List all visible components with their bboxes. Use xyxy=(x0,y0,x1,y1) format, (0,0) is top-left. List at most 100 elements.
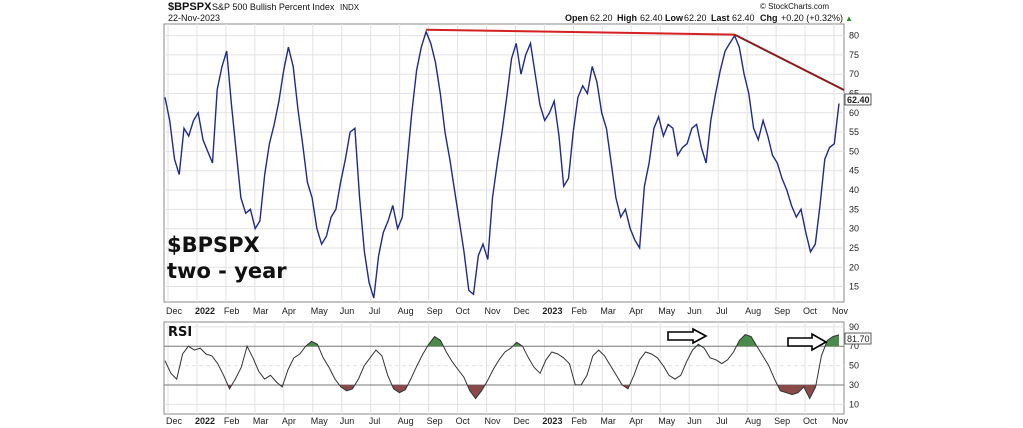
high-value: 62.40 xyxy=(640,13,663,23)
price-x-tick-label: Mar xyxy=(600,306,616,316)
price-x-tick-label: Aug xyxy=(745,306,761,316)
price-y-tick-label: 55 xyxy=(849,127,859,137)
date-label: 22-Nov-2023 xyxy=(168,13,220,23)
price-x-tick-label: Oct xyxy=(803,306,818,316)
annotation-timeframe: two - year xyxy=(167,259,287,283)
rsi-x-tick-label: Sep xyxy=(774,416,790,426)
price-y-tick-label: 80 xyxy=(849,31,859,41)
rsi-y-tick-label: 10 xyxy=(849,399,859,409)
symbol-title: $BPSPX xyxy=(168,1,212,13)
price-x-tick-label: Jun xyxy=(340,306,355,316)
rsi-last-tag-box xyxy=(844,332,872,345)
resistance-trendline xyxy=(426,28,735,36)
arrow-annotation-2 xyxy=(787,332,828,352)
rsi-x-tick-label: Apr xyxy=(282,416,296,426)
descending-trendline xyxy=(734,33,845,91)
rsi-x-tick-label: Sep xyxy=(427,416,443,426)
price-y-tick-label: 65 xyxy=(849,89,859,99)
rsi-y-tick-label: 50 xyxy=(849,361,859,371)
rsi-gridlines xyxy=(164,322,844,414)
last-price-tag-box xyxy=(844,93,872,106)
last-value: 62.40 xyxy=(732,13,755,23)
chg-up-arrow-icon: ▲ xyxy=(845,14,853,23)
price-x-tick-label: 2022 xyxy=(195,306,215,316)
rsi-x-tick-label: Jul xyxy=(716,416,728,426)
price-y-tick-label: 35 xyxy=(849,204,859,214)
price-x-tick-label: Apr xyxy=(629,306,643,316)
price-x-tick-label: Jun xyxy=(687,306,702,316)
rsi-x-tick-label: Nov xyxy=(832,416,849,426)
right-arrow-icon xyxy=(787,332,828,352)
price-plot-area xyxy=(163,23,845,303)
rsi-oversold-fill xyxy=(339,384,355,391)
rsi-x-tick-label: Feb xyxy=(571,416,587,426)
rsi-x-tick-label: Apr xyxy=(629,416,643,426)
rsi-series-line xyxy=(164,334,840,400)
price-x-axis: Dec 2022 Feb Mar Apr May Jun Jul Aug Sep Oct Nov Dec… xyxy=(166,306,849,316)
rsi-overbought-fill xyxy=(825,334,839,347)
price-x-tick-label: Mar xyxy=(253,306,269,316)
price-x-tick-label: Aug xyxy=(398,306,414,316)
annotation-symbol: $BPSPX xyxy=(167,233,260,257)
rsi-x-tick-label: May xyxy=(658,416,676,426)
price-x-tick-label: Sep xyxy=(774,306,790,316)
price-y-tick-label: 20 xyxy=(849,262,859,272)
price-y-tick-label: 75 xyxy=(849,50,859,60)
rsi-x-tick-label: Mar xyxy=(600,416,616,426)
rsi-x-tick-label: Oct xyxy=(456,416,471,426)
price-y-tick-label: 70 xyxy=(849,69,859,79)
rsi-panel-label: RSI xyxy=(168,325,192,340)
rsi-oversold-fill xyxy=(777,384,816,399)
exchange-label: INDX xyxy=(340,3,360,12)
open-label: Open xyxy=(565,13,588,23)
stockcharts-watermark: © StockCharts.com xyxy=(760,2,829,11)
price-y-tick-label: 45 xyxy=(849,166,859,176)
rsi-plot-area xyxy=(163,321,845,415)
price-series-line xyxy=(164,29,840,299)
price-y-tick-label: 40 xyxy=(849,185,859,195)
rsi-overbought-fill xyxy=(736,334,757,347)
price-x-tick-label: Apr xyxy=(282,306,296,316)
rsi-overbought-fill xyxy=(512,342,523,347)
rsi-fills xyxy=(227,334,839,399)
high-label: High xyxy=(617,13,637,23)
rsi-panel: 10 30 50 70 90 RSI 81.70 xyxy=(163,321,872,415)
ohlc-readout: Open 62.20 High 62.40 Low 62.20 Last 62.… xyxy=(565,13,853,23)
last-price-tag-value: 62.40 xyxy=(847,95,870,105)
rsi-last-tag-value: 81.70 xyxy=(847,334,870,344)
price-y-axis: 15 20 25 30 35 40 45 50 55 60 65 70 75 80 xyxy=(849,31,859,292)
low-value: 62.20 xyxy=(684,13,707,23)
last-price-tag: 62.40 xyxy=(844,93,872,106)
rsi-overbought-fill xyxy=(427,336,444,347)
price-x-tick-label: May xyxy=(658,306,676,316)
chg-label: Chg xyxy=(760,13,778,23)
rsi-y-axis: 10 30 50 70 90 xyxy=(849,322,859,409)
rsi-last-tag: 81.70 xyxy=(844,332,872,345)
price-y-tick-label: 60 xyxy=(849,108,859,118)
rsi-x-tick-label: Jun xyxy=(687,416,702,426)
rsi-y-tick-label: 90 xyxy=(849,322,859,332)
rsi-overbought-fill xyxy=(305,341,319,347)
rsi-y-tick-label: 70 xyxy=(849,341,859,351)
price-x-tick-label: Nov xyxy=(832,306,849,316)
rsi-x-tick-label: Dec xyxy=(513,416,530,426)
rsi-x-tick-label: Feb xyxy=(224,416,240,426)
rsi-x-tick-label: Dec xyxy=(166,416,183,426)
price-y-tick-label: 30 xyxy=(849,224,859,234)
rsi-x-tick-label: 2023 xyxy=(542,416,562,426)
price-x-tick-label: Nov xyxy=(485,306,502,316)
rsi-oversold-fill xyxy=(467,384,485,399)
rsi-x-axis: Dec 2022 Feb Mar Apr May Jun Jul Aug Sep Oct Nov Dec… xyxy=(166,416,849,426)
price-x-tick-label: Dec xyxy=(166,306,183,316)
rsi-y-tick-label: 30 xyxy=(849,380,859,390)
price-x-tick-label: Oct xyxy=(456,306,471,316)
right-arrow-icon xyxy=(667,327,708,345)
price-x-tick-label: Dec xyxy=(513,306,530,316)
price-x-tick-label: Feb xyxy=(224,306,240,316)
rsi-x-tick-label: Aug xyxy=(745,416,761,426)
low-label: Low xyxy=(665,13,684,23)
rsi-x-tick-label: Mar xyxy=(253,416,269,426)
last-label: Last xyxy=(711,13,730,23)
rsi-x-tick-label: 2022 xyxy=(195,416,215,426)
rsi-x-tick-label: Jun xyxy=(340,416,355,426)
